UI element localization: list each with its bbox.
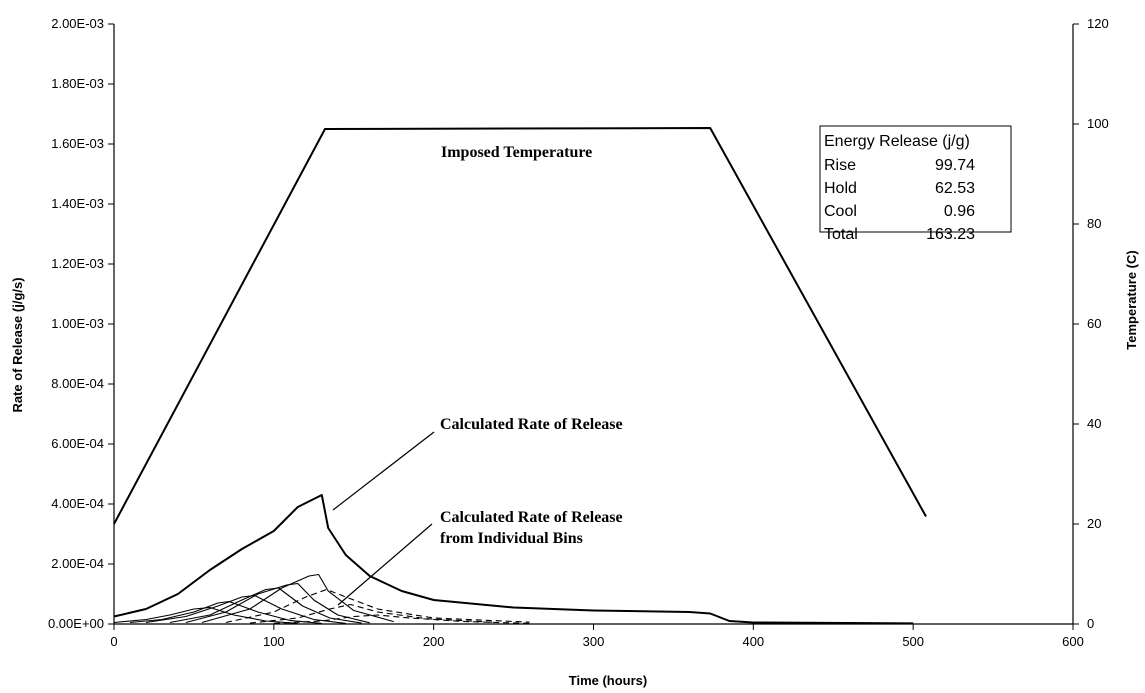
legend-title: Energy Release (j/g) [824,133,970,150]
y-axis-title: Rate of Release (j/g/s) [10,277,25,412]
legend-label-rise: Rise [824,157,856,174]
series-lines [113,127,927,625]
bin-rate-line-7 [225,588,530,624]
y2-tick-label: 80 [1087,216,1101,231]
y2-tick-label: 100 [1087,116,1109,131]
bin-rate-line-6 [201,573,394,624]
y-tick-label: 1.00E-03 [51,316,104,331]
leader-line-bins [337,523,433,606]
y2-tick-label: 40 [1087,416,1101,431]
x-tick-label: 200 [423,634,445,649]
legend-label-cool: Cool [824,203,857,220]
y-tick-label: 2.00E-03 [51,16,104,31]
y-tick-label: 4.00E-04 [51,496,104,511]
legend-value-total: 163.23 [926,226,975,243]
legend-label-hold: Hold [824,180,857,197]
x-axis-title: Time (hours) [569,673,648,688]
annotation-imposed-temperature: Imposed Temperature [441,144,592,161]
x-tick-label: 0 [110,634,117,649]
x-tick-label: 100 [263,634,285,649]
y2-tick-label: 20 [1087,516,1101,531]
y-tick-label: 2.00E-04 [51,556,104,571]
y-tick-label: 1.20E-03 [51,256,104,271]
annotation-calculated-rate: Calculated Rate of Release [440,416,623,433]
annotation-bins-line1: Calculated Rate of Release [440,509,623,526]
bin-rate-line-1 [113,606,298,624]
bin-rate-line-9 [273,614,530,624]
y-tick-label: 1.80E-03 [51,76,104,91]
bin-rate-line-3 [145,594,346,624]
y-tick-label: 0.00E+00 [48,616,104,631]
y2-tick-label: 60 [1087,316,1101,331]
temperature-line [113,127,927,525]
bin-rate-line-8 [249,603,498,624]
legend-value-rise: 99.74 [935,157,975,174]
y2-tick-label: 0 [1087,616,1094,631]
tick-labels: 0 100 200 300 400 500 6000.00E+002.00E-044.00E… [48,16,1109,649]
total-rate-line [113,494,914,625]
legend-value-hold: 62.53 [935,180,975,197]
axes [108,23,1079,630]
legend-label-total: Total [824,226,858,243]
x-tick-label: 500 [902,634,924,649]
energy-release-legend: Energy Release (j/g) Rise 99.74 Hold 62.… [819,125,1012,243]
legend-box [819,125,1012,233]
x-tick-label: 600 [1062,634,1084,649]
y-tick-label: 1.60E-03 [51,136,104,151]
x-tick-label: 400 [742,634,764,649]
y-tick-label: 6.00E-04 [51,436,104,451]
y2-tick-label: 120 [1087,16,1109,31]
bin-rate-line-5 [185,582,370,624]
y-tick-label: 8.00E-04 [51,376,104,391]
legend-value-cool: 0.96 [944,203,975,220]
annotation-bins-line2: from Individual Bins [440,530,583,547]
y-tick-label: 1.40E-03 [51,196,104,211]
x-tick-label: 300 [583,634,605,649]
bin-rate-line-4 [169,587,362,624]
leader-line-rate [332,431,435,511]
y2-axis-title: Temperature (C) [1124,250,1139,349]
